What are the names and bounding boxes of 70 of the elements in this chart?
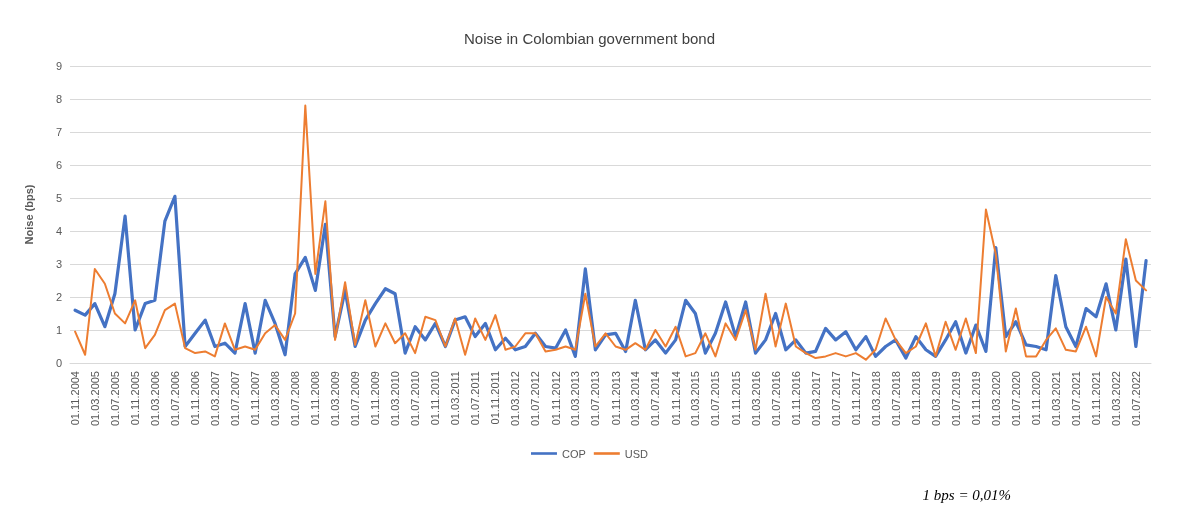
x-tick-label: 01.11.2004 bbox=[69, 371, 82, 426]
x-tick-label: 01.03.2021 bbox=[1049, 371, 1062, 427]
x-tick-label: 01.03.2012 bbox=[509, 371, 522, 427]
x-tick-label: 01.03.2006 bbox=[148, 371, 161, 427]
y-tick-label: 3 bbox=[55, 258, 62, 270]
x-tick-label: 01.11.2018 bbox=[909, 371, 922, 426]
x-tick-label: 01.03.2011 bbox=[449, 371, 462, 426]
y-axis-title: Noise (bps) bbox=[22, 184, 35, 245]
x-tick-label: 01.07.2018 bbox=[889, 371, 902, 427]
x-tick-label: 01.11.2021 bbox=[1090, 371, 1103, 426]
x-tick-label: 01.03.2020 bbox=[989, 371, 1002, 427]
x-tick-label: 01.11.2015 bbox=[729, 371, 742, 426]
y-tick-label: 8 bbox=[55, 93, 62, 105]
x-tick-label: 01.11.2008 bbox=[309, 371, 322, 426]
y-tick-label: 0 bbox=[55, 357, 62, 369]
x-tick-label: 01.07.2014 bbox=[649, 371, 662, 427]
x-tick-label: 01.07.2012 bbox=[529, 371, 542, 427]
y-tick-label: 1 bbox=[55, 324, 62, 336]
chart-title: Noise in Colombian government bond bbox=[464, 30, 715, 47]
x-tick-label: 01.11.2006 bbox=[189, 371, 202, 426]
line-series bbox=[74, 104, 1148, 361]
y-tick-label: 6 bbox=[55, 159, 62, 171]
x-tick-label: 01.07.2017 bbox=[829, 371, 842, 427]
y-tick-label: 5 bbox=[55, 192, 62, 204]
x-tick-label: 01.03.2019 bbox=[929, 371, 942, 427]
x-tick-label: 01.03.2017 bbox=[809, 371, 822, 427]
x-tick-label: 01.07.2011 bbox=[469, 371, 482, 426]
x-tick-label: 01.03.2005 bbox=[88, 371, 101, 427]
x-tick-label: 01.11.2019 bbox=[969, 371, 982, 426]
x-tick-label: 01.07.2019 bbox=[949, 371, 962, 427]
x-tick-label: 01.03.2009 bbox=[329, 371, 342, 427]
y-tick-label: 2 bbox=[55, 291, 62, 303]
x-tick-label: 01.03.2008 bbox=[269, 371, 282, 427]
x-tick-label: 01.07.2015 bbox=[709, 371, 722, 427]
text: 1 bps = 0,01% bbox=[922, 486, 1012, 503]
x-tick-label: 01.11.2007 bbox=[249, 371, 262, 426]
x-tick-label: 01.07.2009 bbox=[349, 371, 362, 427]
x-tick-label: 01.03.2013 bbox=[569, 371, 582, 427]
x-tick-label: 01.03.2007 bbox=[208, 371, 221, 427]
x-tick-label: 01.07.2008 bbox=[289, 371, 302, 427]
x-tick-label: 01.11.2005 bbox=[129, 371, 142, 426]
x-tick-label: 01.03.2015 bbox=[689, 371, 702, 427]
x-tick-label: 01.07.2006 bbox=[168, 371, 181, 427]
x-tick-label: 01.11.2010 bbox=[429, 371, 442, 426]
x-tick-label: 01.03.2022 bbox=[1109, 371, 1122, 427]
x-tick-label: 01.11.2012 bbox=[549, 371, 562, 426]
x-tick-label: 01.11.2017 bbox=[849, 371, 862, 426]
x-tick-label: 01.11.2013 bbox=[609, 371, 622, 426]
x-tick-label: 01.07.2021 bbox=[1069, 371, 1082, 427]
x-tick-label: 01.07.2020 bbox=[1009, 371, 1022, 427]
x-tick-label: 01.07.2016 bbox=[769, 371, 782, 427]
x-tick-label: 01.07.2013 bbox=[589, 371, 602, 427]
x-tick-label: 01.07.2005 bbox=[108, 371, 121, 427]
x-tick-label: 01.03.2018 bbox=[869, 371, 882, 427]
y-tick-label: 4 bbox=[55, 225, 62, 237]
x-tick-label: 01.11.2009 bbox=[369, 371, 382, 426]
x-tick-label: 01.11.2014 bbox=[669, 371, 682, 426]
legend-label: COP bbox=[561, 447, 586, 460]
x-tick-label: 01.11.2011 bbox=[489, 371, 502, 425]
y-tick-label: 7 bbox=[55, 126, 62, 138]
x-tick-label: 01.03.2016 bbox=[749, 371, 762, 427]
x-tick-label: 01.11.2020 bbox=[1030, 371, 1043, 426]
x-tick-label: 01.07.2022 bbox=[1129, 371, 1142, 427]
legend-label: USD bbox=[624, 447, 649, 460]
x-tick-label: 01.07.2007 bbox=[228, 371, 241, 427]
x-tick-label: 01.07.2010 bbox=[409, 371, 422, 427]
x-tick-label: 01.03.2014 bbox=[629, 371, 642, 427]
x-tick-label: 01.03.2010 bbox=[389, 371, 402, 427]
x-tick-label: 01.11.2016 bbox=[789, 371, 802, 426]
y-tick-label: 9 bbox=[55, 60, 62, 72]
